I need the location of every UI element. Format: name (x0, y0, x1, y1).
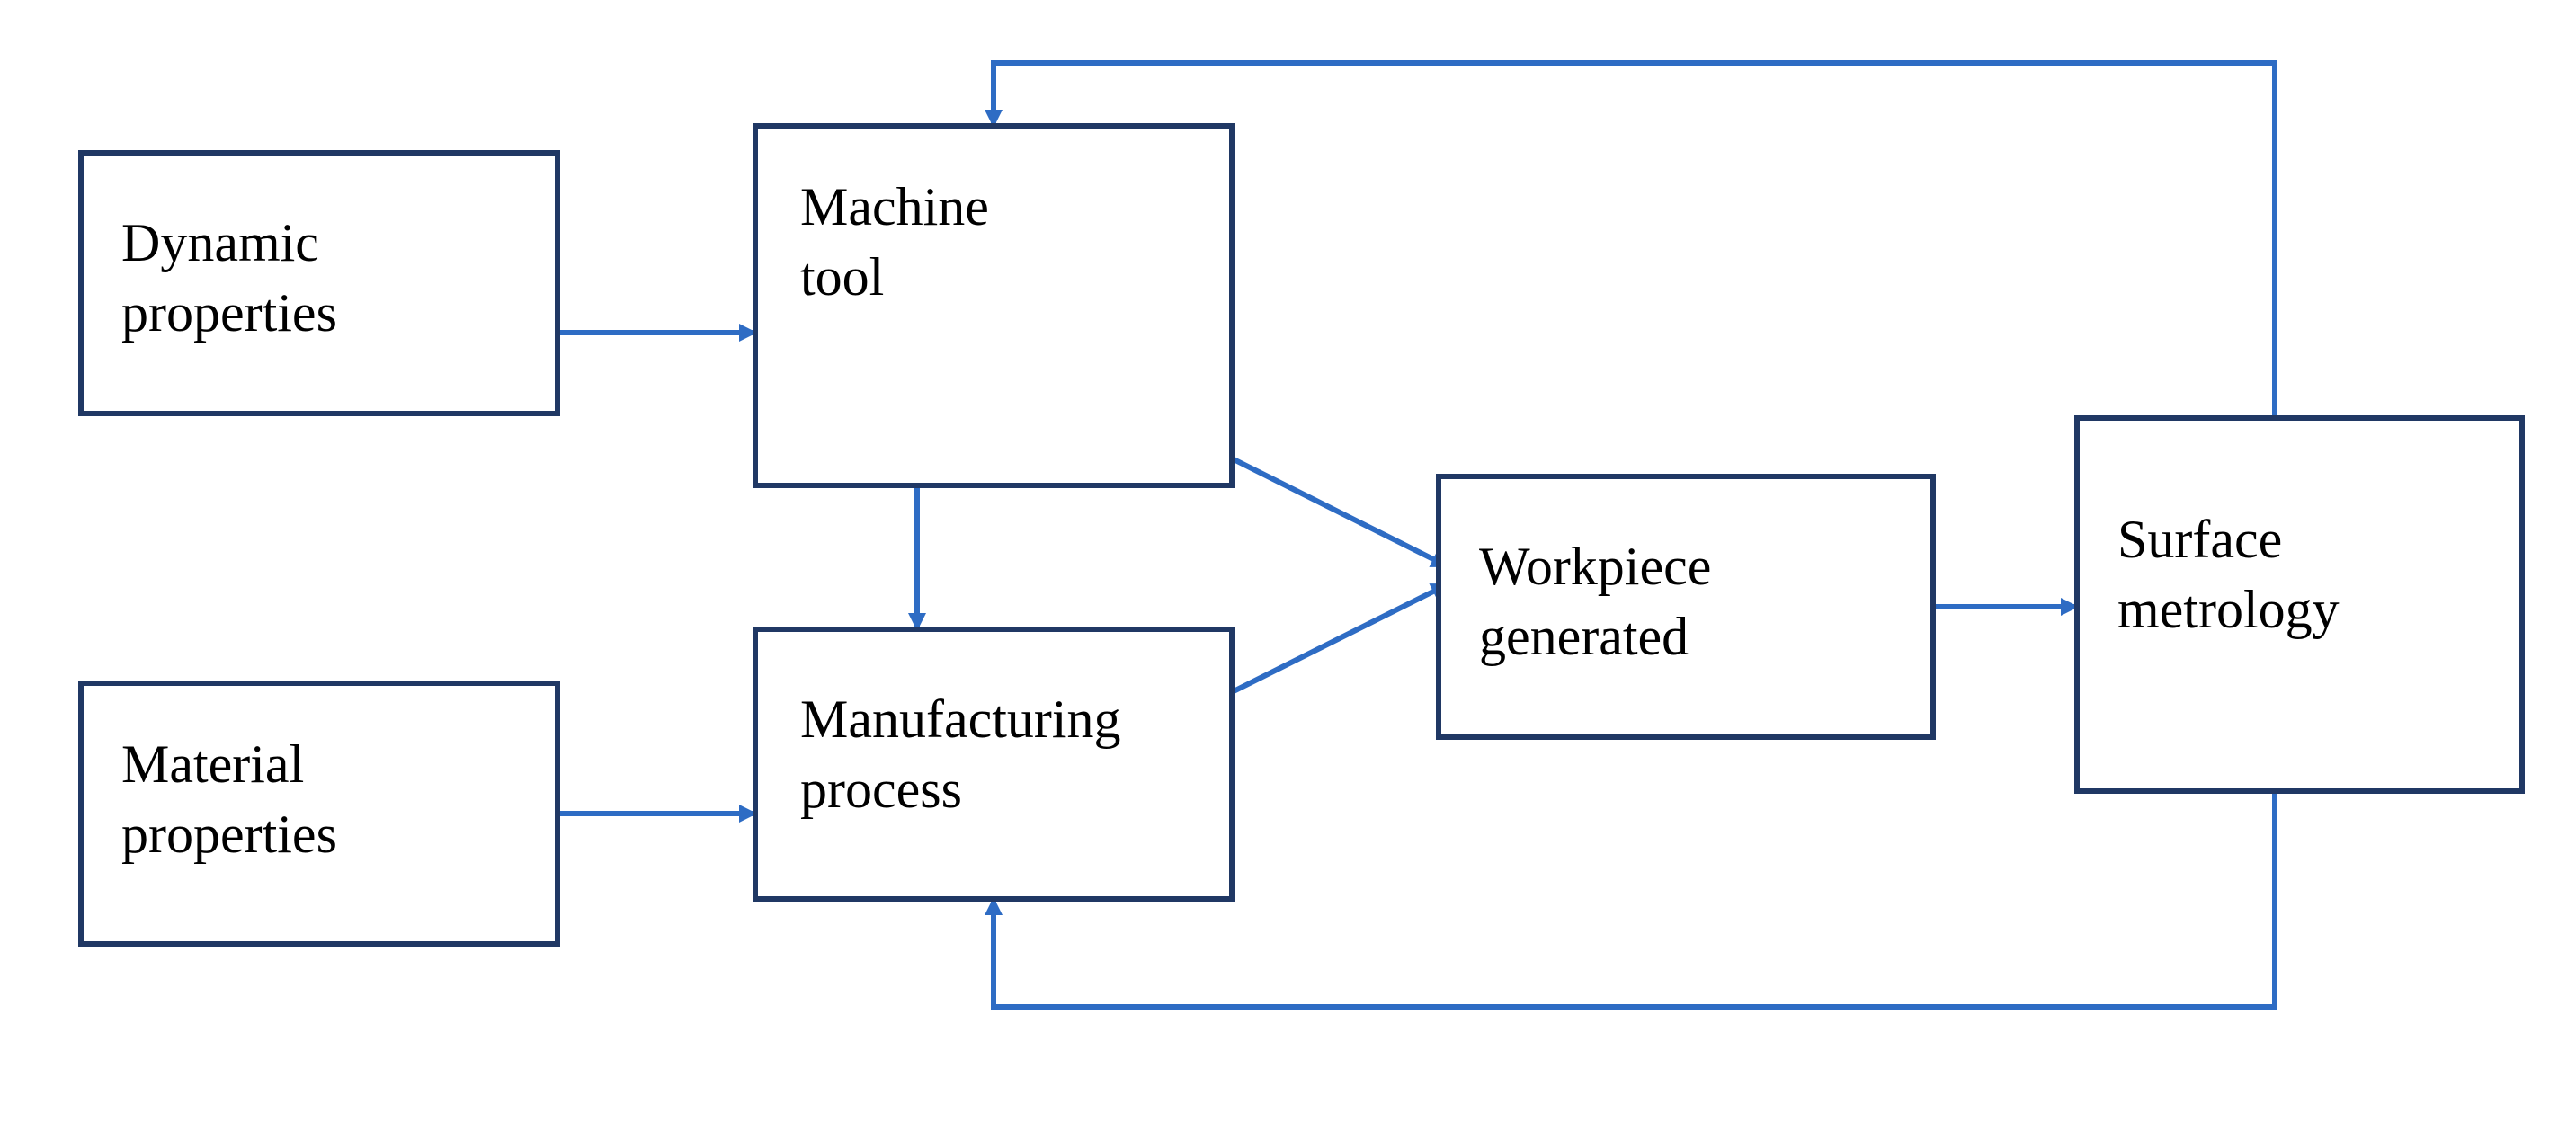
nodes: Dynamicproperties Machinetool Materialprop… (81, 126, 2522, 944)
node-surface_metrology: Surfacemetrology (2077, 418, 2522, 791)
node-machine_tool: Machinetool (755, 126, 1232, 485)
edge-machine_tool-to-workpiece_generated (1232, 458, 1448, 566)
node-dynamic_properties: Dynamicproperties (81, 153, 557, 414)
node-workpiece_generated: Workpiecegenerated (1439, 476, 1933, 737)
node-manufacturing_process: Manufacturingprocess (755, 629, 1232, 899)
flowchart: Dynamicproperties Machinetool Materialprop… (0, 0, 2576, 1121)
node-material_properties: Materialproperties (81, 683, 557, 944)
edge-manufacturing_process-to-workpiece_generated (1232, 584, 1448, 692)
